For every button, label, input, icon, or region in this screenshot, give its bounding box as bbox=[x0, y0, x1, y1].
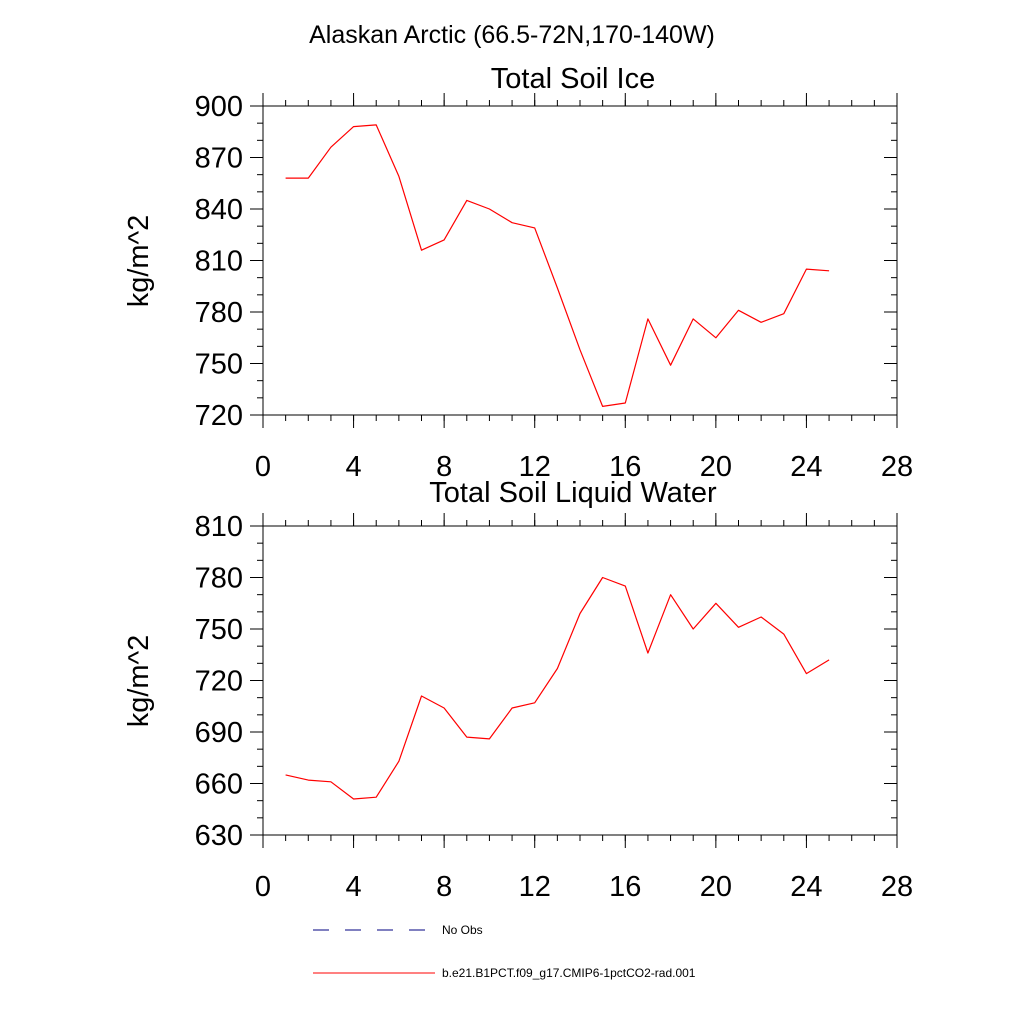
series-line bbox=[285, 124, 830, 407]
x-tick-label: 12 bbox=[519, 871, 551, 903]
y-tick-label: 720 bbox=[195, 666, 243, 698]
y-tick-label: 630 bbox=[195, 820, 243, 852]
x-tick-label: 12 bbox=[519, 451, 551, 483]
legend-label-no-obs: No Obs bbox=[442, 923, 483, 937]
x-tick-label: 20 bbox=[700, 871, 732, 903]
y-tick-label: 660 bbox=[195, 769, 243, 801]
x-tick-label: 8 bbox=[436, 871, 452, 903]
y-tick-label: 720 bbox=[195, 400, 243, 432]
panel-title: Total Soil Liquid Water bbox=[429, 477, 717, 509]
x-tick-label: 8 bbox=[436, 451, 452, 483]
y-axis-label: kg/m^2 bbox=[123, 635, 155, 728]
legend: No Obs b.e21.B1PCT.f09_g17.CMIP6-1pctCO2… bbox=[313, 923, 696, 980]
legend-label-model: b.e21.B1PCT.f09_g17.CMIP6-1pctCO2-rad.00… bbox=[442, 966, 696, 980]
y-tick-label: 900 bbox=[195, 91, 243, 123]
x-tick-label: 16 bbox=[609, 451, 641, 483]
y-tick-label: 840 bbox=[195, 194, 243, 226]
y-tick-label: 870 bbox=[195, 143, 243, 175]
figure-title: Alaskan Arctic (66.5-72N,170-140W) bbox=[309, 21, 715, 49]
plot-frame bbox=[262, 105, 898, 416]
y-tick-label: 750 bbox=[195, 349, 243, 381]
y-axis-label: kg/m^2 bbox=[123, 215, 155, 308]
x-tick-label: 28 bbox=[881, 871, 913, 903]
panel-title: Total Soil Ice bbox=[491, 63, 655, 95]
panel-total-soil-ice: Total Soil Ice kg/m^2 720750780810840870… bbox=[123, 63, 913, 483]
series-line bbox=[285, 576, 830, 800]
x-tick-label: 24 bbox=[790, 451, 822, 483]
x-tick-label: 20 bbox=[700, 451, 732, 483]
y-tick-label: 750 bbox=[195, 614, 243, 646]
y-tick-label: 690 bbox=[195, 717, 243, 749]
x-tick-label: 4 bbox=[346, 451, 362, 483]
plot-frame bbox=[262, 525, 898, 836]
x-tick-label: 0 bbox=[255, 871, 271, 903]
y-tick-label: 780 bbox=[195, 297, 243, 329]
x-tick-label: 16 bbox=[609, 871, 641, 903]
x-tick-label: 4 bbox=[346, 871, 362, 903]
x-tick-label: 28 bbox=[881, 451, 913, 483]
y-tick-label: 780 bbox=[195, 563, 243, 595]
x-tick-label: 24 bbox=[790, 871, 822, 903]
y-tick-label: 810 bbox=[195, 246, 243, 278]
x-tick-label: 0 bbox=[255, 451, 271, 483]
panel-total-soil-liquid-water: Total Soil Liquid Water kg/m^2 630 660 690… bbox=[123, 477, 913, 903]
y-tick-label: 810 bbox=[195, 511, 243, 543]
